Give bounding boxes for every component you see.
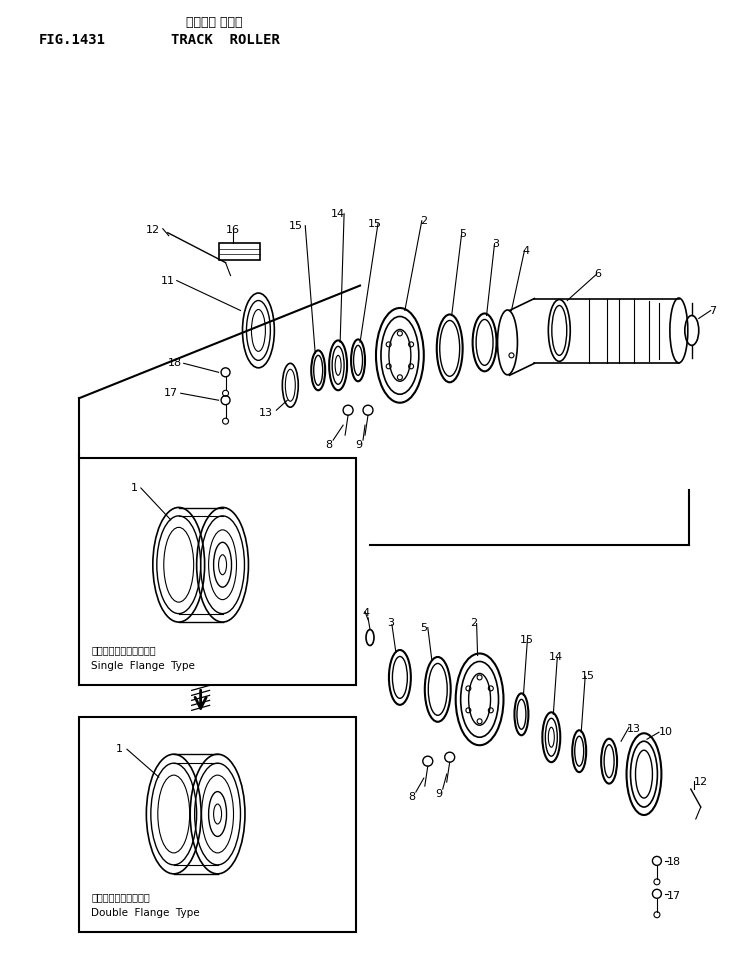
Text: 4: 4 [362,607,369,618]
Text: TRACK  ROLLER: TRACK ROLLER [170,33,279,48]
Text: 15: 15 [581,671,595,682]
Text: 11: 11 [161,276,175,286]
Text: 9: 9 [435,789,442,799]
Bar [79,717,356,932]
Text: 13: 13 [259,408,273,418]
Text: トラック ローラ: トラック ローラ [186,16,242,30]
Text: 8: 8 [408,792,415,802]
Text: 10: 10 [659,728,673,737]
Text: 7: 7 [708,306,716,315]
Text: Double  Flange  Type: Double Flange Type [91,908,199,918]
Text: Single  Flange  Type: Single Flange Type [91,662,195,671]
Text: 15: 15 [289,221,303,231]
Text: 15: 15 [368,219,382,229]
Text: 1: 1 [116,744,123,754]
Text: 2: 2 [470,618,476,627]
Text: 3: 3 [493,239,499,248]
Text: ダブルフランジタイプ: ダブルフランジタイプ [91,892,150,902]
Text: 6: 6 [594,268,601,279]
Text: 18: 18 [167,358,182,369]
Text: 8: 8 [325,440,332,450]
Text: 14: 14 [549,652,563,663]
Text: 5: 5 [420,623,427,632]
Text: 17: 17 [667,891,681,901]
Text: 4: 4 [522,245,530,256]
Text: FIG.1431: FIG.1431 [39,33,106,48]
Text: 12: 12 [146,224,160,235]
Text: 2: 2 [420,216,427,225]
Text: 12: 12 [694,777,708,787]
Text: 13: 13 [627,724,641,734]
Text: 16: 16 [225,224,239,235]
Text: 9: 9 [355,440,362,450]
Text: シングルフランジタイプ: シングルフランジタイプ [91,646,156,655]
Text: 15: 15 [519,634,534,645]
Text: 17: 17 [164,389,178,398]
Text: 18: 18 [667,857,681,867]
Bar [219,243,260,260]
Text: 5: 5 [459,229,467,239]
Bar [79,458,356,686]
Text: 3: 3 [387,618,394,627]
Text: 14: 14 [331,209,345,219]
Text: 1: 1 [131,483,138,493]
